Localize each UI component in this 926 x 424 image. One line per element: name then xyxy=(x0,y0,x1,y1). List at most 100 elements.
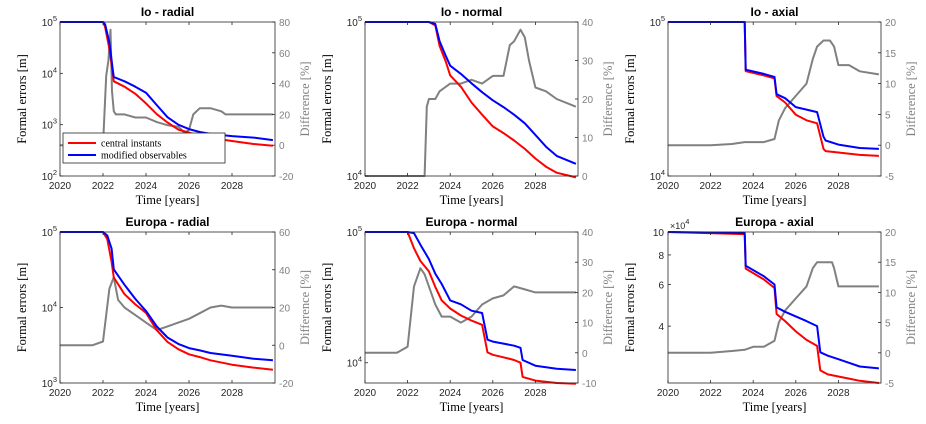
y-right-tick-label: 40 xyxy=(279,80,291,91)
x-tick-label: 2022 xyxy=(699,181,722,192)
x-axis-label: Time [years] xyxy=(136,193,200,207)
y-right-tick-label: 10 xyxy=(582,319,594,330)
legend-box xyxy=(62,132,226,164)
y-tick-label: 104 xyxy=(347,168,362,183)
y-tick-label: 102 xyxy=(42,168,57,183)
series-line-difference xyxy=(365,267,576,354)
y-multiplier-label: ×104 xyxy=(670,217,689,231)
y-tick-label: 103 xyxy=(42,117,57,132)
x-tick-label: 2022 xyxy=(92,181,115,192)
legend-entry-label: central instants xyxy=(101,139,161,150)
y-tick-label: 105 xyxy=(42,224,57,239)
y-right-tick-label: 0 xyxy=(885,141,891,152)
x-tick-label: 2028 xyxy=(221,181,244,192)
y-right-tick-label: 10 xyxy=(582,134,594,145)
plot-frame xyxy=(364,231,579,384)
y-right-axis-label: Difference [%] xyxy=(601,61,615,136)
series-line-difference xyxy=(668,261,879,354)
series-line-modified-observables xyxy=(365,231,576,371)
y-right-tick-label: 0 xyxy=(885,349,891,360)
y-right-tick-label: -10 xyxy=(582,379,597,390)
y-right-tick-label: 40 xyxy=(582,18,594,29)
chart-title: Io - normal xyxy=(441,5,502,19)
y-right-tick-label: 0 xyxy=(582,172,588,183)
series-line-central-instants xyxy=(60,231,274,371)
x-tick-label: 2020 xyxy=(657,181,680,192)
x-tick-label: 2028 xyxy=(524,388,547,399)
y-tick-label: 105 xyxy=(347,14,362,29)
chart-panel-6: 2020 2022 2024 2026 2028 4 6 8 10 -5 0 5 10 15 20 Europ… xyxy=(623,215,918,414)
chart-panel-3: 2020 2022 2024 2026 2028 -5 0 5 10 15 20 Io - axial… xyxy=(623,5,918,207)
chart-panel-1: 2020 2022 2024 2026 2028 -20 0 20 40 60 80 Io - rad… xyxy=(15,5,312,207)
series-line-central-instants xyxy=(365,231,576,385)
y-right-tick-label: 60 xyxy=(279,49,291,60)
y-tick-label: 8 xyxy=(658,251,664,262)
x-tick-label: 2020 xyxy=(49,388,72,399)
y-right-tick-label: -5 xyxy=(885,379,894,390)
y-right-tick-label: 5 xyxy=(885,319,891,330)
y-right-tick-label: 20 xyxy=(582,288,594,299)
series-line-modified-observables xyxy=(60,231,273,362)
y-right-tick-label: 0 xyxy=(279,141,285,152)
y-axis-label: Formal errors [m] xyxy=(320,263,334,353)
series-line-difference xyxy=(668,39,880,147)
y-axis-label: Formal errors [m] xyxy=(320,54,334,144)
plot-frame xyxy=(667,231,882,384)
y-right-axis-label: Difference [%] xyxy=(904,270,918,345)
series-line-central-instants xyxy=(365,21,577,179)
series-line-difference xyxy=(365,28,577,177)
y-right-tick-label: -5 xyxy=(885,172,894,183)
y-axis-label: Formal errors [m] xyxy=(623,54,637,144)
y-right-tick-label: -20 xyxy=(279,172,294,183)
chart-panel-2: 2020 2022 2024 2026 2028 0 10 20 30 40 Io - normal… xyxy=(320,5,615,207)
y-right-tick-label: 5 xyxy=(885,110,891,121)
series-line-modified-observables xyxy=(668,21,879,150)
x-tick-label: 2024 xyxy=(135,388,158,399)
x-tick-label: 2024 xyxy=(439,181,462,192)
x-tick-label: 2028 xyxy=(524,181,547,192)
y-tick-label: 10 xyxy=(653,228,665,239)
x-tick-label: 2028 xyxy=(827,388,850,399)
y-right-tick-label: 0 xyxy=(279,341,285,352)
y-right-tick-label: 30 xyxy=(582,258,594,269)
chart-title: Io - radial xyxy=(141,5,194,19)
series-line-central-instants xyxy=(667,231,880,384)
series-line-modified-observables xyxy=(667,231,879,370)
x-tick-label: 2022 xyxy=(396,181,419,192)
y-tick-label: 105 xyxy=(42,14,57,29)
x-tick-label: 2024 xyxy=(135,181,158,192)
x-tick-label: 2028 xyxy=(221,388,244,399)
series-line-modified-observables xyxy=(365,21,577,165)
x-tick-label: 2026 xyxy=(482,388,505,399)
x-tick-label: 2026 xyxy=(178,388,201,399)
y-right-tick-label: 15 xyxy=(885,49,897,60)
y-axis-label: Formal errors [m] xyxy=(15,263,29,353)
x-axis-label: Time [years] xyxy=(136,400,200,414)
x-tick-label: 2024 xyxy=(742,181,765,192)
x-tick-label: 2024 xyxy=(439,388,462,399)
x-axis-label: Time [years] xyxy=(440,193,504,207)
y-tick-label: 105 xyxy=(650,14,665,29)
series-line-central-instants xyxy=(60,21,273,147)
y-right-axis-label: Difference [%] xyxy=(298,270,312,345)
y-right-tick-label: 80 xyxy=(279,18,291,29)
y-tick-label: 104 xyxy=(650,168,665,183)
x-tick-label: 2026 xyxy=(785,388,808,399)
x-tick-label: 2022 xyxy=(699,388,722,399)
chart-title: Io - axial xyxy=(750,5,798,19)
chart-title: Europa - radial xyxy=(125,215,209,229)
plot-frame xyxy=(364,21,579,177)
y-right-axis-label: Difference [%] xyxy=(904,61,918,136)
y-axis-label: Formal errors [m] xyxy=(15,54,29,144)
y-right-tick-label: 10 xyxy=(885,288,897,299)
y-right-tick-label: 40 xyxy=(582,228,594,239)
y-right-tick-label: 20 xyxy=(885,228,897,239)
y-tick-label: 104 xyxy=(347,355,362,370)
chart-title: Europa - normal xyxy=(425,215,517,229)
y-axis-label: Formal errors [m] xyxy=(623,263,637,353)
y-right-tick-label: 60 xyxy=(279,228,291,239)
series-line-central-instants xyxy=(668,21,879,157)
y-tick-label: 105 xyxy=(347,224,362,239)
x-tick-label: 2028 xyxy=(827,181,850,192)
plot-frame xyxy=(667,21,882,177)
